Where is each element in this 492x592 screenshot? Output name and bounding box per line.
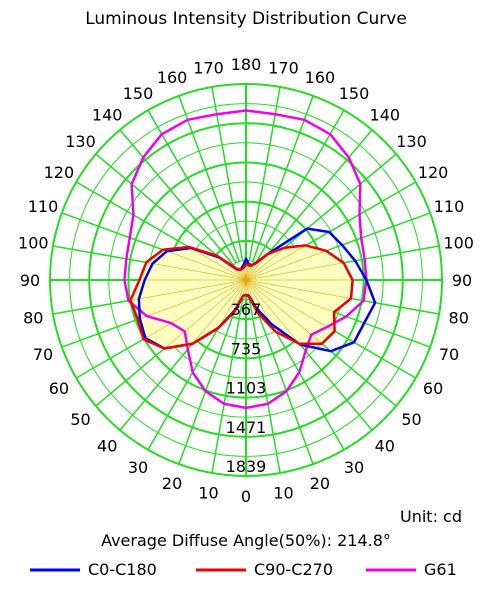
angle-label: 20 xyxy=(310,474,330,493)
fill-hatch-line xyxy=(245,279,335,313)
fill-hatch-line xyxy=(245,279,352,299)
grid-spoke xyxy=(119,129,235,266)
radial-tick-label: 367 xyxy=(231,300,262,319)
angle-label: 60 xyxy=(49,379,69,398)
angle-label: 160 xyxy=(157,68,188,87)
fill-hatch-line xyxy=(245,279,300,344)
angle-label: 130 xyxy=(396,132,427,151)
legend-label: G61 xyxy=(424,560,457,579)
radial-tick-label: 735 xyxy=(231,339,262,358)
legend: C0-C180 C90-C270 G61 xyxy=(30,560,457,579)
legend-label: C0-C180 xyxy=(88,560,157,579)
angle-label: 110 xyxy=(28,197,59,216)
angle-label: 90 xyxy=(20,271,40,290)
fill-hatch-line xyxy=(245,245,307,281)
grid-spoke xyxy=(255,109,345,264)
angle-label: 140 xyxy=(370,106,401,125)
angle-label: 120 xyxy=(418,163,449,182)
fill-hatch-line xyxy=(245,279,323,344)
fill-hatch-line xyxy=(245,262,344,281)
fill-hatch-line xyxy=(243,267,247,281)
angle-label: 30 xyxy=(128,458,148,477)
grid-spoke xyxy=(95,153,232,269)
angle-label: 110 xyxy=(434,197,465,216)
angle-label: 50 xyxy=(70,410,90,429)
fill-hatch-line xyxy=(245,279,250,297)
angle-label: 70 xyxy=(33,345,53,364)
angle-label: 70 xyxy=(439,345,459,364)
series-curves xyxy=(123,109,377,410)
angle-label: 100 xyxy=(18,234,49,253)
grid-spoke xyxy=(211,86,244,261)
fill-hatch-line xyxy=(245,262,257,281)
angle-label: 170 xyxy=(268,58,299,77)
grid-spoke xyxy=(248,86,281,261)
unit-label: Unit: cd xyxy=(400,507,462,526)
angle-label: 50 xyxy=(401,410,421,429)
grid-spoke xyxy=(251,298,314,465)
fill-hatch-line xyxy=(130,279,247,301)
angle-label: 150 xyxy=(339,84,370,103)
legend-label: C90-C270 xyxy=(254,560,333,579)
angle-label: 140 xyxy=(92,106,123,125)
fill-hatch-line xyxy=(146,262,247,281)
fill-hatch-line xyxy=(245,265,249,281)
angle-label: 150 xyxy=(123,84,154,103)
fill-hatch-line xyxy=(162,249,247,281)
angle-label: 0 xyxy=(241,487,251,506)
fill-hatch-line xyxy=(245,279,335,332)
angle-label: 20 xyxy=(162,474,182,493)
series-line-c0-c180 xyxy=(137,227,377,353)
fill-hatch-line xyxy=(242,279,247,296)
fill-hatch-line xyxy=(164,279,247,349)
grid-spoke xyxy=(178,298,241,465)
angle-label: 120 xyxy=(44,163,75,182)
angle-label: 180 xyxy=(231,55,262,74)
grid-spoke xyxy=(211,299,244,474)
grid-spoke xyxy=(178,95,241,262)
fill-hatch-line xyxy=(143,279,247,340)
radial-tick-label: 1839 xyxy=(226,457,267,476)
angle-label: 60 xyxy=(423,379,443,398)
angle-label: 160 xyxy=(305,68,336,87)
angle-label: 170 xyxy=(193,58,224,77)
chart-title: Luminous Intensity Distribution Curve xyxy=(85,9,407,29)
angle-label: 10 xyxy=(273,484,293,503)
radial-tick-label: 1103 xyxy=(226,379,267,398)
fill-hatch-line xyxy=(245,265,252,281)
angle-label: 80 xyxy=(449,309,469,328)
fill-hatch-line xyxy=(137,279,247,320)
angle-label: 40 xyxy=(375,437,395,456)
series-line-c90-c270 xyxy=(129,244,354,350)
grid-spoke xyxy=(248,299,281,474)
angle-label: 100 xyxy=(443,234,474,253)
grid-spoke xyxy=(251,95,314,262)
radial-tick-label: 1471 xyxy=(226,418,267,437)
angle-label: 80 xyxy=(23,309,43,328)
angle-label: 10 xyxy=(198,484,218,503)
radial-tick-labels: 367 735 1103 1471 1839 xyxy=(226,300,267,476)
angle-label: 40 xyxy=(97,437,117,456)
angle-label: 130 xyxy=(65,132,96,151)
grid-spoke xyxy=(257,129,373,266)
series-line-g61 xyxy=(123,109,368,410)
fill-hatch-line xyxy=(245,247,285,281)
fill-hatch-line xyxy=(192,279,247,344)
fill-hatch-line xyxy=(217,279,247,329)
fill-hatch-line xyxy=(188,246,247,281)
angle-label: 90 xyxy=(452,271,472,290)
average-diffuse-angle: Average Diffuse Angle(50%): 214.8° xyxy=(101,531,391,550)
fill-hatch-line xyxy=(245,250,327,281)
angle-label: 30 xyxy=(344,458,364,477)
grid-spoke xyxy=(147,109,237,264)
angle-labels: 0 102030405060708090100110120130140150160… xyxy=(18,55,474,506)
